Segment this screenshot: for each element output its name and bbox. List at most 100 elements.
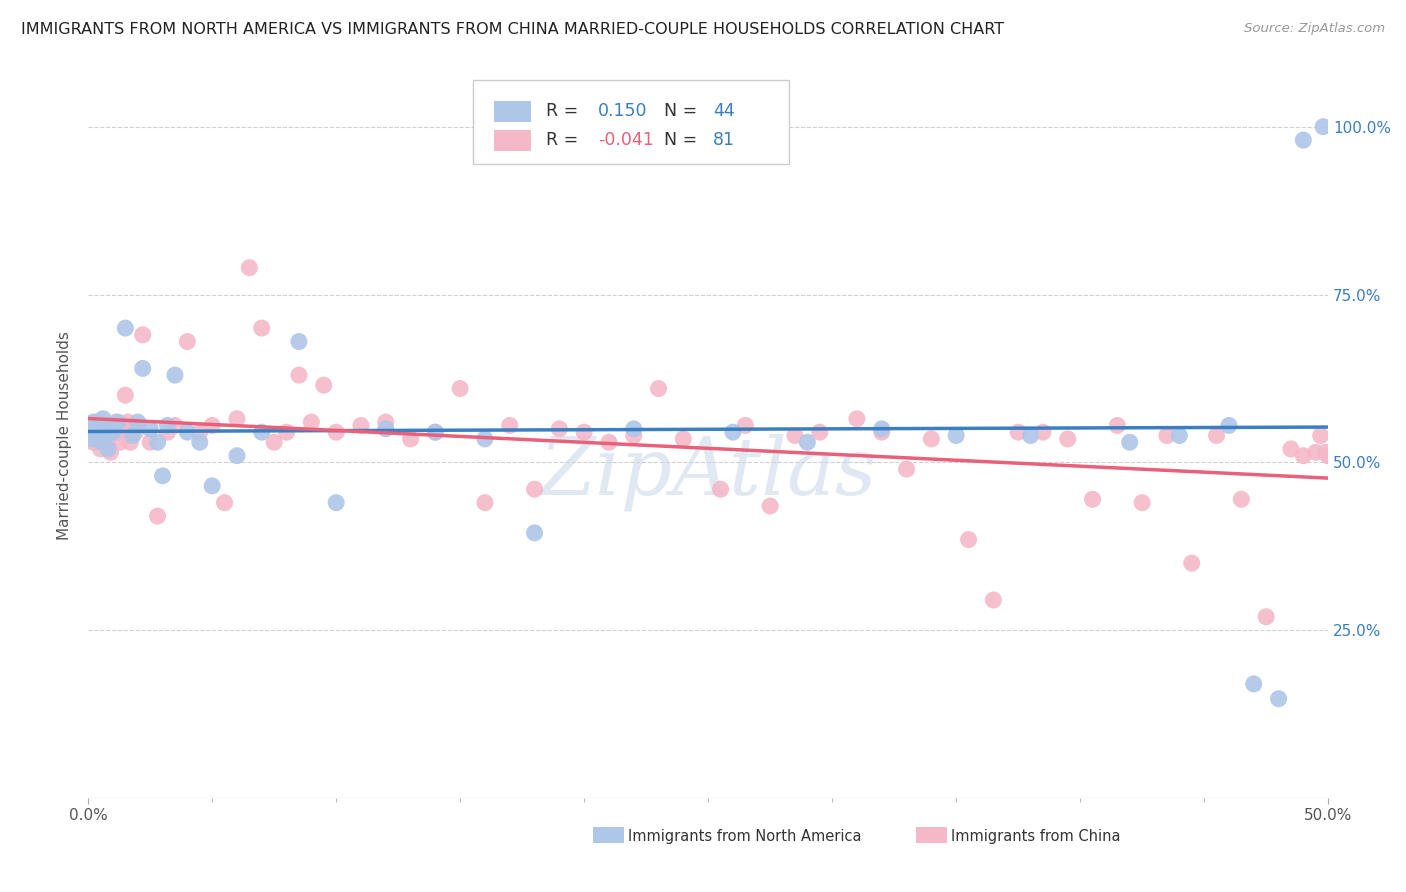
Point	[1312, 120, 1334, 134]
Bar	[917, 827, 948, 843]
Point	[100, 422, 122, 436]
Text: 81: 81	[713, 131, 735, 150]
Point	[325, 496, 347, 510]
Point	[127, 418, 149, 433]
Point	[101, 425, 124, 439]
Point	[132, 327, 155, 342]
Bar	[593, 827, 624, 843]
Point	[1019, 428, 1042, 442]
Point	[920, 432, 942, 446]
Point	[1119, 435, 1142, 450]
Point	[214, 496, 236, 510]
Text: Immigrants from North America: Immigrants from North America	[628, 829, 862, 844]
Point	[101, 425, 124, 439]
Point	[250, 321, 273, 335]
Point	[263, 435, 285, 450]
Point	[90, 435, 112, 450]
Point	[94, 428, 117, 442]
Text: Immigrants from China: Immigrants from China	[952, 829, 1121, 844]
Point	[107, 425, 129, 439]
Point	[226, 449, 249, 463]
Point	[121, 422, 143, 436]
Point	[1292, 449, 1315, 463]
Point	[325, 425, 347, 439]
Point	[163, 418, 186, 433]
Point	[94, 432, 117, 446]
Point	[120, 435, 142, 450]
Point	[1007, 425, 1029, 439]
Point	[82, 435, 104, 450]
Point	[114, 321, 136, 335]
Text: R =: R =	[546, 131, 583, 150]
Point	[499, 418, 522, 433]
Text: 44: 44	[713, 103, 735, 120]
Point	[201, 418, 224, 433]
Point	[350, 418, 373, 433]
Point	[783, 428, 806, 442]
Point	[127, 415, 149, 429]
Text: 0.150: 0.150	[598, 103, 647, 120]
Point	[945, 428, 967, 442]
Point	[87, 428, 110, 442]
Point	[276, 425, 298, 439]
Point	[91, 422, 114, 436]
Text: N =: N =	[664, 103, 702, 120]
Point	[598, 435, 620, 450]
Point	[796, 435, 818, 450]
Point	[104, 415, 127, 429]
Point	[114, 388, 136, 402]
Point	[226, 411, 249, 425]
Point	[374, 422, 396, 436]
Point	[87, 418, 110, 433]
Point	[1205, 428, 1227, 442]
Y-axis label: Married-couple Households: Married-couple Households	[58, 331, 72, 540]
Point	[399, 432, 422, 446]
Point	[1130, 496, 1153, 510]
FancyBboxPatch shape	[472, 80, 789, 163]
Point	[474, 432, 496, 446]
Point	[156, 418, 179, 433]
Text: IMMIGRANTS FROM NORTH AMERICA VS IMMIGRANTS FROM CHINA MARRIED-COUPLE HOUSEHOLDS: IMMIGRANTS FROM NORTH AMERICA VS IMMIGRA…	[21, 22, 1004, 37]
Point	[188, 435, 211, 450]
Point	[1256, 609, 1278, 624]
Point	[1317, 449, 1340, 463]
Point	[1230, 492, 1253, 507]
FancyBboxPatch shape	[494, 101, 531, 122]
Point	[734, 418, 756, 433]
Point	[139, 422, 162, 436]
Point	[548, 422, 571, 436]
Text: ZipAtlas: ZipAtlas	[540, 433, 877, 510]
Point	[709, 482, 731, 496]
Point	[82, 415, 104, 429]
Point	[1156, 428, 1178, 442]
Point	[983, 593, 1005, 607]
Point	[1056, 432, 1078, 446]
Point	[176, 334, 198, 349]
Point	[425, 425, 447, 439]
Point	[523, 525, 546, 540]
Point	[523, 482, 546, 496]
Point	[90, 442, 112, 456]
Point	[1181, 556, 1204, 570]
Point	[146, 509, 169, 524]
Point	[1243, 677, 1265, 691]
Point	[188, 425, 211, 439]
Text: R =: R =	[546, 103, 583, 120]
Point	[759, 499, 782, 513]
Point	[721, 425, 744, 439]
Point	[176, 425, 198, 439]
Point	[97, 439, 120, 453]
Point	[1267, 691, 1289, 706]
Point	[870, 422, 893, 436]
Point	[132, 361, 155, 376]
Point	[111, 418, 134, 433]
Point	[572, 425, 595, 439]
Point	[163, 368, 186, 383]
Point	[845, 411, 868, 425]
Point	[672, 432, 695, 446]
Point	[84, 425, 107, 439]
Text: Source: ZipAtlas.com: Source: ZipAtlas.com	[1244, 22, 1385, 36]
Point	[156, 425, 179, 439]
Text: -0.041: -0.041	[598, 131, 654, 150]
Point	[374, 415, 396, 429]
